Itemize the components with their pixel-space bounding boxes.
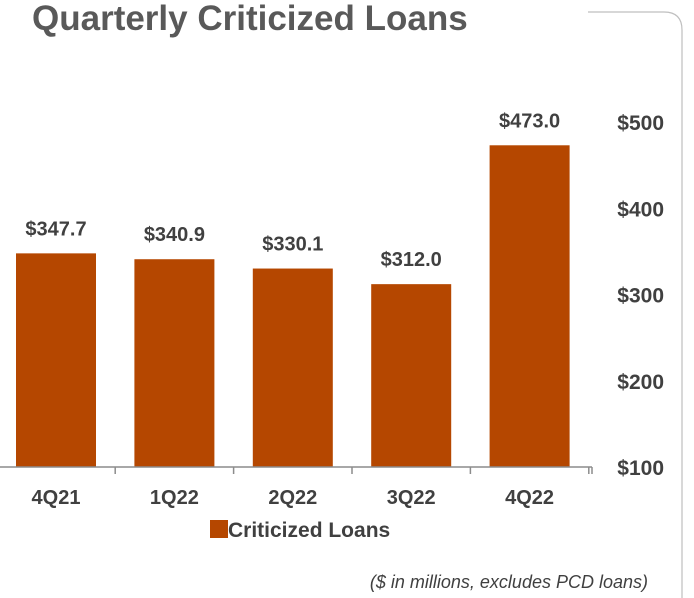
chart-title: Quarterly Criticized Loans — [32, 0, 468, 38]
y-tick-label-300: $300 — [617, 285, 664, 308]
data-label-1Q22: $340.9 — [144, 224, 205, 246]
bar-4Q22 — [489, 145, 570, 467]
data-label-4Q21: $347.7 — [25, 218, 86, 240]
x-tick-label-4Q21: 4Q21 — [32, 487, 81, 509]
frame-border — [588, 11, 683, 598]
data-label-4Q22: $473.0 — [499, 110, 560, 132]
x-tick-label-1Q22: 1Q22 — [150, 487, 199, 509]
y-tick-label-100: $100 — [617, 457, 664, 480]
bar-1Q22 — [134, 259, 215, 467]
x-tick-label-3Q22: 3Q22 — [387, 487, 436, 509]
legend-swatch — [210, 520, 228, 538]
bar-2Q22 — [252, 268, 333, 467]
x-axis: 4Q21 1Q22 2Q22 3Q22 4Q22 — [0, 466, 593, 509]
y-tick-label-500: $500 — [617, 112, 664, 135]
y-axis: $100 $200 $300 $400 $500 — [617, 112, 664, 480]
legend: Criticized Loans — [210, 519, 390, 542]
x-tick-label-2Q22: 2Q22 — [268, 487, 317, 509]
bars-group — [16, 145, 570, 467]
data-labels-group: $347.7 $340.9 $330.1 $312.0 $473.0 — [25, 110, 560, 271]
data-label-3Q22: $312.0 — [381, 249, 442, 271]
footnote: ($ in millions, excludes PCD loans) — [370, 572, 648, 592]
y-tick-label-200: $200 — [617, 371, 664, 394]
x-tick-label-4Q22: 4Q22 — [505, 487, 554, 509]
y-tick-label-400: $400 — [617, 198, 664, 221]
data-label-2Q22: $330.1 — [262, 234, 323, 256]
legend-label: Criticized Loans — [228, 519, 390, 542]
bar-3Q22 — [371, 284, 452, 467]
bar-4Q21 — [16, 253, 96, 467]
